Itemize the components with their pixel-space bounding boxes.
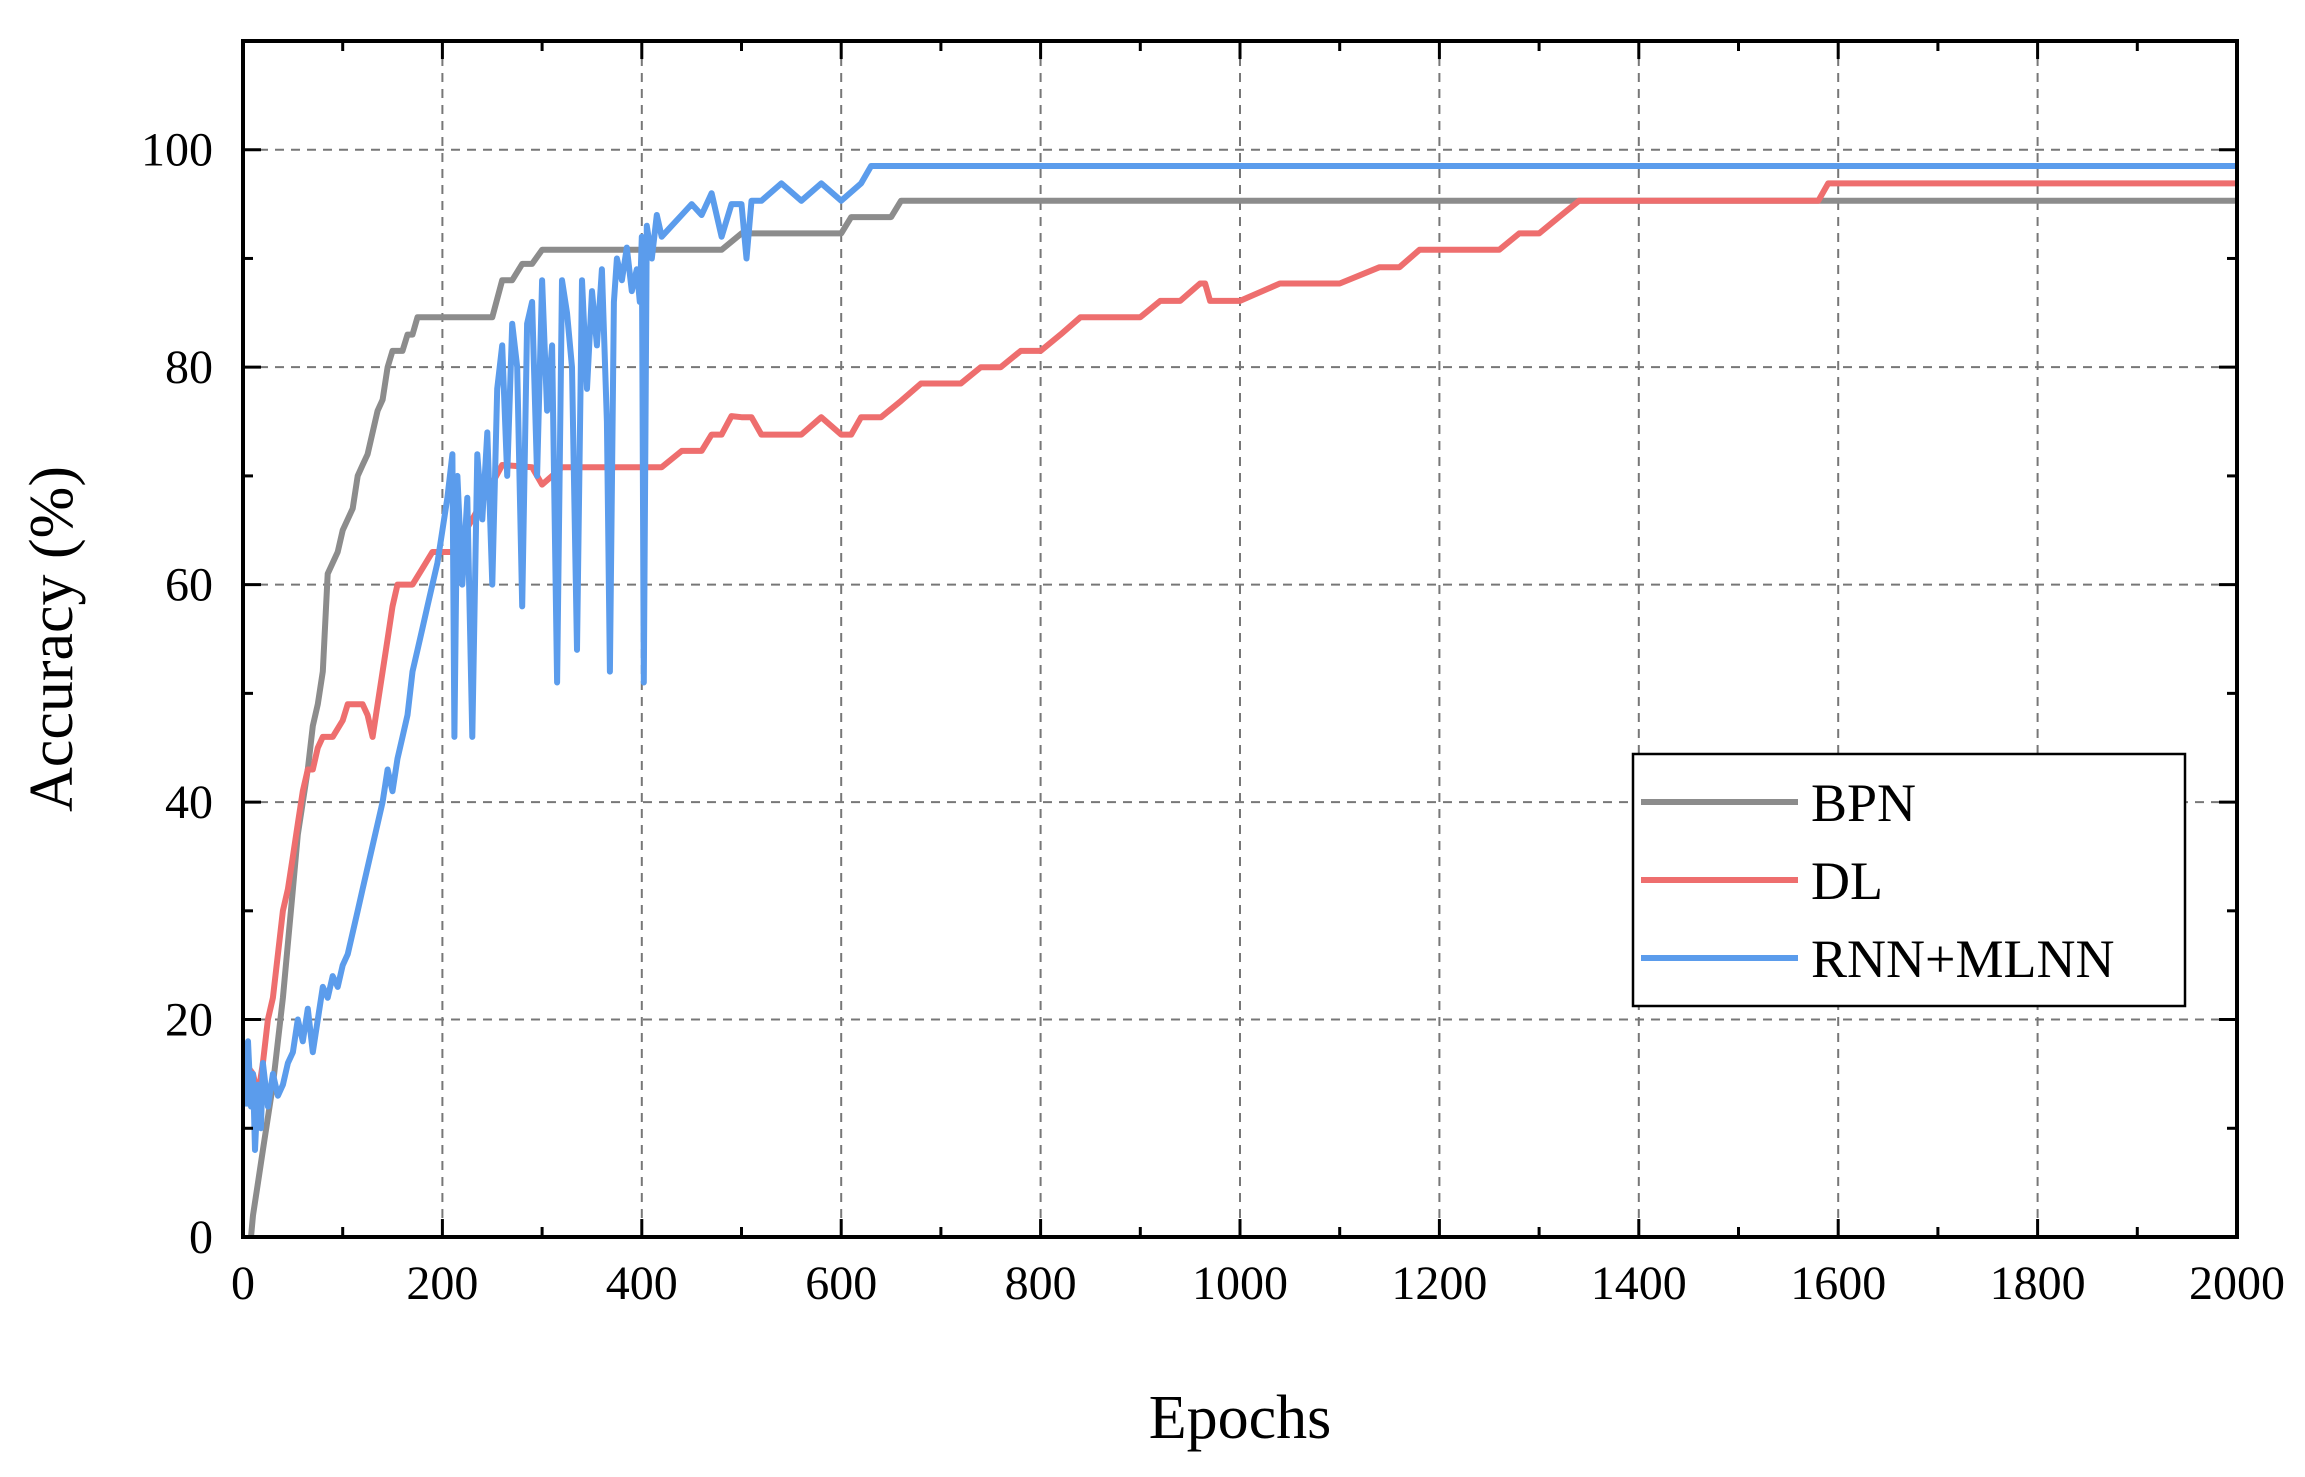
series-line-rnn-mlnn [242,163,2237,1153]
x-tick-label: 1400 [1591,1257,1687,1310]
legend-label-bpn: BPN [1811,773,1916,833]
tick-labels: 0 200 400 600 800 1000 1200 1400 1600 1800 2000 0 20… [141,124,2285,1310]
y-tick-label: 100 [141,124,213,177]
x-tick-label: 2000 [2189,1257,2285,1310]
x-tick-label: 600 [805,1257,877,1310]
y-axis-title: Accuracy (%) [18,466,86,812]
x-tick-label: 200 [406,1257,478,1310]
series-line-dl [242,180,2237,1099]
x-tick-label: 800 [1005,1257,1077,1310]
x-tick-label: 400 [606,1257,678,1310]
y-tick-label: 60 [165,559,213,612]
x-tick-label: 1600 [1790,1257,1886,1310]
y-tick-label: 0 [189,1211,213,1264]
legend-label-dl: DL [1811,851,1883,911]
legend: BPN DL RNN+MLNN [1631,752,2187,1008]
y-tick-label: 80 [165,341,213,394]
series-group [242,163,2237,1238]
y-tick-label: 40 [165,776,213,829]
x-tick-label: 1800 [1990,1257,2086,1310]
x-axis-title: Epochs [1149,1384,1332,1452]
x-tick-label: 1200 [1391,1257,1487,1310]
x-tick-label: 0 [231,1257,255,1310]
grid-lines [243,41,2237,1237]
legend-label-rnn-mlnn: RNN+MLNN [1811,929,2114,989]
x-tick-label: 1000 [1192,1257,1288,1310]
series-line-bpn [248,197,2237,1238]
axis-ticks [241,39,2239,1239]
y-tick-label: 20 [165,994,213,1047]
